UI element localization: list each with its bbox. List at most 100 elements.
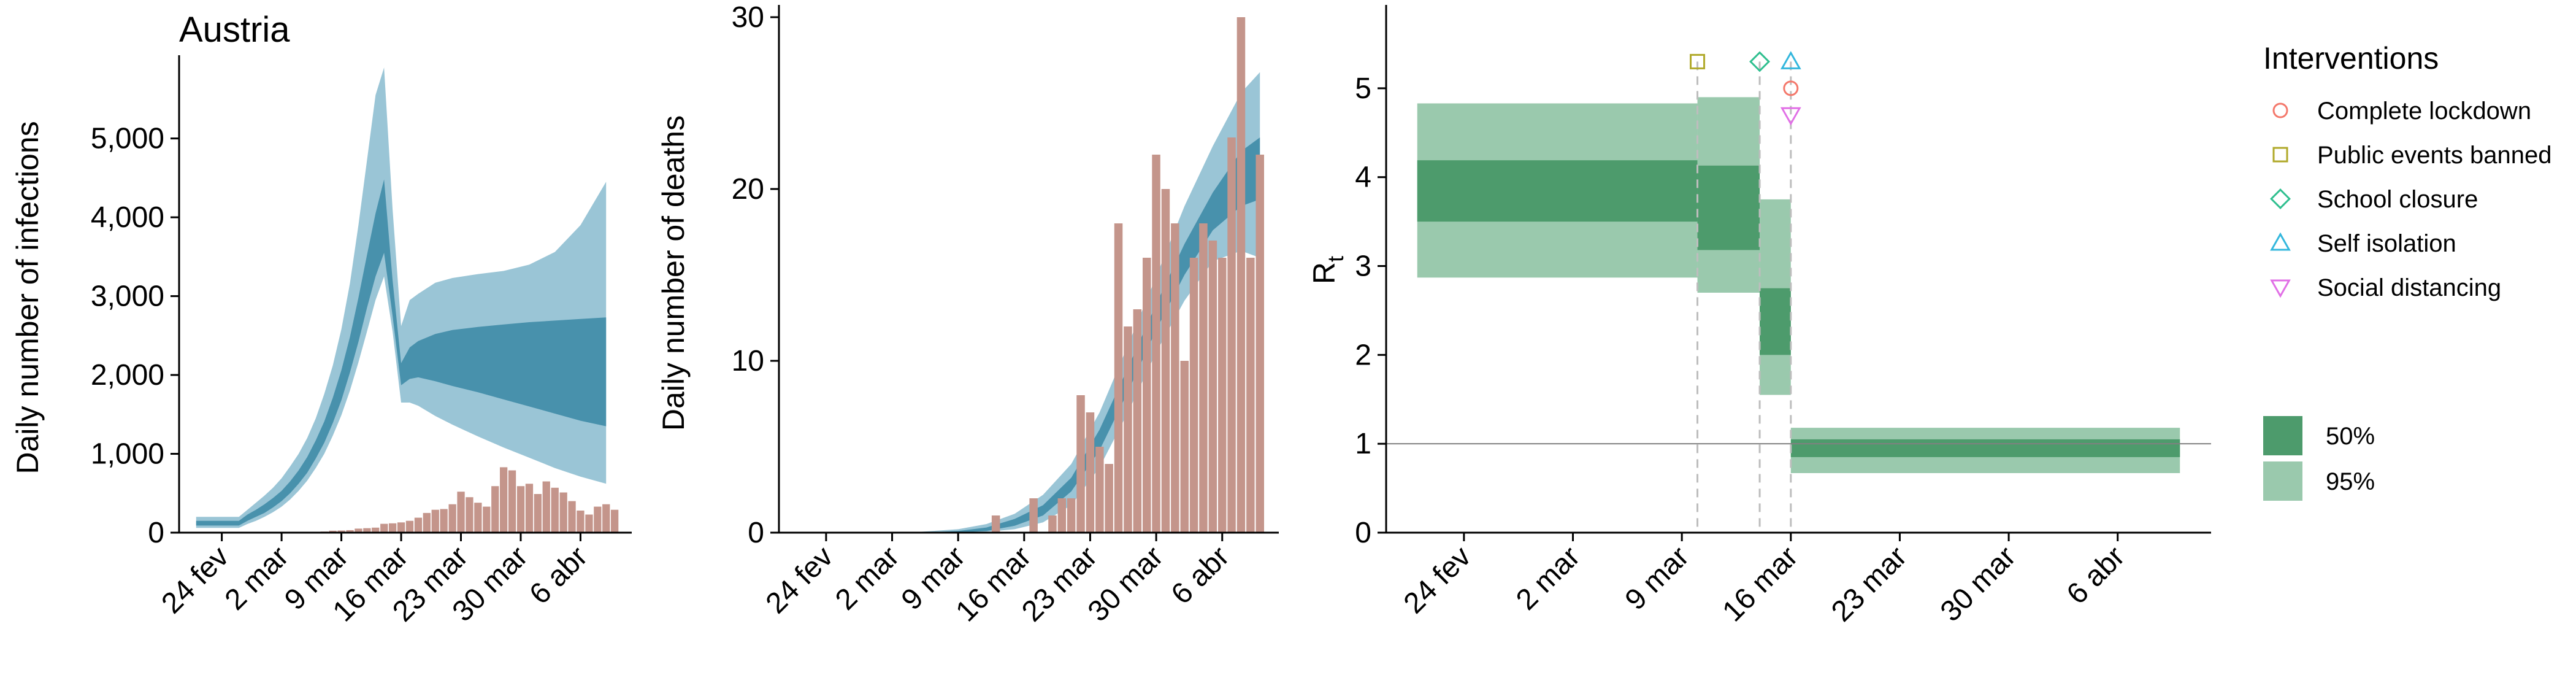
data-bar: [329, 530, 337, 533]
data-bar: [559, 492, 567, 533]
data-bar: [491, 486, 499, 533]
data-bar: [1143, 258, 1151, 533]
data-bar: [1236, 17, 1246, 533]
rt-ci-50-band: [1760, 288, 1791, 355]
legend-item-label: Social distancing: [2317, 274, 2501, 301]
data-bar: [1161, 189, 1170, 533]
data-bar: [542, 481, 550, 533]
y-tick-label: 0: [1355, 517, 1371, 549]
y-axis-title: Daily number of infections: [10, 121, 45, 474]
data-bar: [525, 484, 534, 533]
rt-ci-50-band: [1790, 439, 2180, 457]
x-tick-label: 6 abr: [2061, 540, 2131, 611]
data-bar: [568, 501, 576, 533]
intervention-marker: [1780, 107, 1801, 126]
x-tick-label: 16 mar: [1716, 540, 1804, 628]
legend-marker: [2270, 232, 2291, 251]
legend-title: Interventions: [2263, 41, 2439, 75]
y-tick-label: 0: [148, 517, 164, 549]
y-tick-label: 2: [1355, 339, 1371, 371]
data-bar: [355, 528, 362, 533]
data-bar: [577, 511, 585, 533]
data-bar: [1029, 498, 1038, 533]
rt-panel: Rt 0 1 2 3 4 5 24 fev 2 mar 9 mar 16 mar 23 mar 30 …: [1307, 5, 2211, 628]
ci-50-band: [196, 179, 607, 526]
legend-marker: [2270, 188, 2291, 209]
data-bar: [516, 486, 525, 533]
legend-marker: [2272, 102, 2288, 118]
data-bar: [1255, 155, 1264, 533]
data-bar: [1095, 447, 1104, 533]
x-tick-label: 2 mar: [829, 540, 905, 616]
x-tick-label: 2 mar: [1510, 540, 1586, 616]
x-tick-label: 16 mar: [949, 540, 1037, 628]
x-tick-label: 24 fev: [1398, 540, 1478, 620]
y-tick-label: 5,000: [91, 123, 164, 155]
y-tick-label: 4: [1355, 161, 1371, 194]
legend-swatch: [2263, 461, 2302, 501]
rt-ci-50-band: [1697, 165, 1760, 250]
intervention-marker: [1749, 51, 1771, 72]
ci-95-band: [196, 68, 607, 528]
legend-item-label: Public events banned: [2317, 142, 2552, 169]
legend: Interventions Complete lockdown Public ev…: [2263, 41, 2552, 501]
x-tick-label: 2 mar: [219, 540, 295, 616]
data-bar: [1199, 223, 1208, 533]
data-bar: [1189, 258, 1198, 533]
data-bar: [500, 467, 508, 533]
data-bar: [346, 530, 354, 533]
data-bar: [1086, 412, 1095, 533]
y-axis-title: Rt: [1307, 256, 1348, 284]
y-tick-label: 2,000: [91, 359, 164, 392]
data-bar: [585, 514, 593, 533]
legend-item-label: Self isolation: [2317, 230, 2456, 257]
data-bar: [389, 523, 397, 533]
y-tick-label: 0: [748, 517, 764, 549]
data-bar: [363, 528, 371, 533]
data-bar: [483, 506, 491, 533]
x-tick-label: 23 mar: [1016, 540, 1103, 628]
data-bar: [1180, 361, 1189, 533]
intervention-marker: [1783, 80, 1799, 96]
legend-swatch: [2263, 416, 2302, 455]
data-bar: [405, 520, 414, 533]
y-tick-label: 20: [732, 173, 764, 206]
x-tick-label: 24 fev: [155, 540, 235, 620]
y-tick-label: 1: [1355, 428, 1371, 460]
data-bar: [440, 509, 448, 533]
data-bar: [1208, 241, 1217, 533]
data-bar: [337, 530, 345, 533]
data-bar: [1114, 223, 1123, 533]
data-bar: [380, 523, 388, 533]
data-bar: [397, 522, 405, 533]
data-bar: [1048, 515, 1057, 533]
x-tick-label: 24 fev: [760, 540, 840, 620]
rt-ci-50-band: [1417, 160, 1698, 222]
data-bar: [448, 504, 456, 533]
data-bar: [991, 515, 1000, 533]
x-tick-label: 9 mar: [1619, 540, 1695, 616]
y-tick-label: 3,000: [91, 280, 164, 313]
intervention-marker: [1690, 53, 1706, 69]
data-bar: [457, 492, 465, 533]
data-bar: [1057, 498, 1067, 533]
y-tick-label: 3: [1355, 250, 1371, 283]
data-bar: [1171, 223, 1179, 533]
x-tick-label: 23 mar: [1825, 540, 1913, 628]
data-bar: [1133, 309, 1142, 533]
data-bar: [1218, 258, 1227, 533]
data-bar: [423, 512, 431, 533]
y-tick-label: 5: [1355, 72, 1371, 105]
x-tick-label: 30 mar: [1934, 540, 2022, 628]
legend-swatch-label: 95%: [2326, 468, 2375, 495]
data-bar: [602, 504, 610, 533]
data-bar: [1246, 258, 1255, 533]
data-bar: [1152, 155, 1160, 533]
y-axis-title-subscript: t: [1323, 256, 1348, 262]
y-tick-label: 10: [732, 345, 764, 377]
legend-item-label: School closure: [2317, 186, 2478, 213]
y-tick-label: 30: [732, 1, 764, 34]
intervention-marker: [1780, 51, 1801, 69]
